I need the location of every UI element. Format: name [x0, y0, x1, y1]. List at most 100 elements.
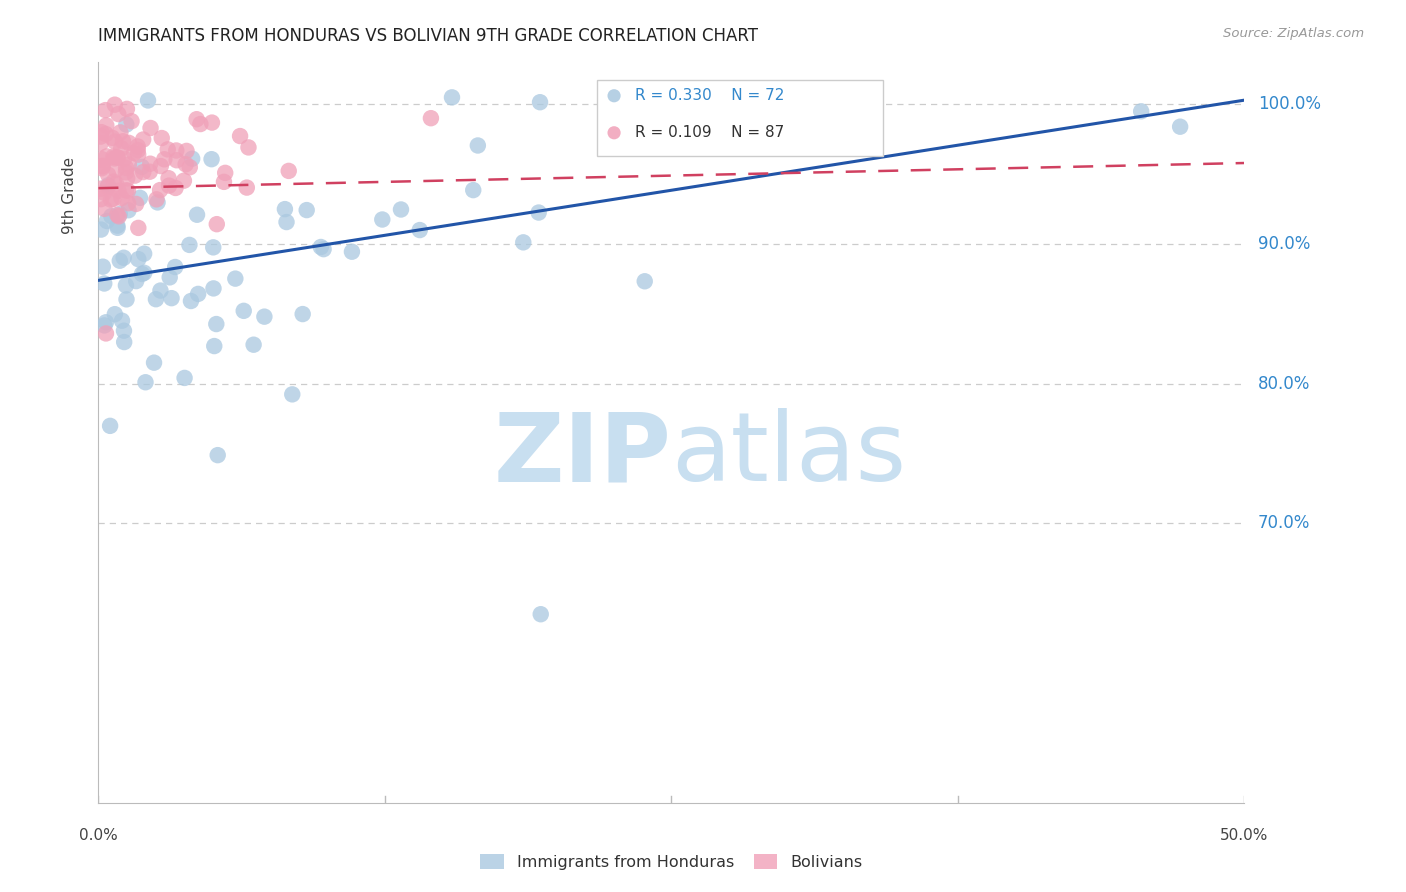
- Point: [238, 140, 260, 154]
- Point: [603, 88, 626, 103]
- Legend: Immigrants from Honduras, Bolivians: Immigrants from Honduras, Bolivians: [474, 848, 869, 876]
- Point: [110, 125, 132, 139]
- Point: [409, 223, 432, 237]
- Point: [276, 215, 298, 229]
- Point: [202, 240, 225, 254]
- Point: [371, 212, 394, 227]
- Point: [253, 310, 276, 324]
- Point: [105, 177, 128, 191]
- Point: [117, 203, 139, 218]
- Point: [104, 307, 127, 321]
- Text: 80.0%: 80.0%: [1258, 375, 1310, 392]
- Point: [159, 270, 181, 285]
- Point: [179, 238, 201, 252]
- Point: [96, 214, 118, 228]
- Text: 50.0%: 50.0%: [1220, 828, 1268, 843]
- Point: [1168, 120, 1191, 134]
- FancyBboxPatch shape: [598, 80, 883, 156]
- Point: [340, 244, 363, 259]
- Point: [127, 252, 149, 267]
- Point: [103, 175, 125, 189]
- Point: [149, 284, 172, 298]
- Point: [94, 315, 117, 329]
- Point: [181, 152, 204, 166]
- Point: [97, 168, 120, 182]
- Point: [389, 202, 412, 217]
- Point: [186, 208, 208, 222]
- Point: [186, 112, 208, 127]
- Point: [103, 150, 125, 164]
- Point: [467, 138, 489, 153]
- Point: [125, 274, 148, 288]
- Point: [160, 291, 183, 305]
- Point: [529, 95, 551, 110]
- Point: [115, 171, 138, 186]
- Point: [603, 126, 626, 140]
- Point: [139, 157, 162, 171]
- Point: [274, 202, 297, 216]
- Point: [90, 152, 112, 166]
- Point: [138, 165, 160, 179]
- Point: [105, 208, 128, 222]
- Point: [1130, 104, 1153, 119]
- Point: [103, 152, 125, 166]
- Point: [232, 303, 254, 318]
- Point: [127, 143, 149, 157]
- Point: [149, 183, 172, 197]
- Point: [94, 326, 117, 341]
- Point: [90, 136, 112, 150]
- Point: [108, 207, 131, 221]
- Point: [93, 277, 115, 291]
- Point: [115, 161, 138, 175]
- Point: [281, 387, 304, 401]
- Point: [90, 160, 112, 174]
- Point: [108, 253, 131, 268]
- Point: [205, 217, 228, 231]
- Point: [174, 157, 197, 171]
- Point: [115, 293, 138, 307]
- Point: [111, 314, 134, 328]
- Point: [157, 171, 180, 186]
- Point: [115, 183, 138, 197]
- Point: [111, 134, 134, 148]
- Text: atlas: atlas: [672, 409, 907, 501]
- Point: [229, 129, 252, 144]
- Point: [107, 107, 129, 121]
- Point: [201, 115, 224, 129]
- Point: [309, 240, 332, 254]
- Point: [100, 209, 122, 223]
- Point: [104, 135, 127, 149]
- Text: 100.0%: 100.0%: [1258, 95, 1322, 113]
- Point: [134, 266, 156, 280]
- Point: [129, 191, 152, 205]
- Text: 9th Grade: 9th Grade: [62, 157, 77, 235]
- Point: [440, 90, 463, 104]
- Point: [156, 142, 179, 156]
- Point: [165, 144, 187, 158]
- Point: [127, 139, 149, 153]
- Point: [97, 178, 120, 193]
- Point: [134, 246, 156, 260]
- Point: [207, 448, 229, 462]
- Point: [150, 131, 173, 145]
- Point: [93, 202, 115, 216]
- Point: [101, 131, 124, 145]
- Point: [145, 292, 167, 306]
- Point: [115, 118, 138, 132]
- Point: [295, 203, 318, 218]
- Point: [112, 334, 135, 349]
- Point: [202, 281, 225, 295]
- Point: [110, 191, 132, 205]
- Point: [277, 164, 299, 178]
- Point: [291, 307, 314, 321]
- Point: [173, 371, 195, 385]
- Point: [134, 376, 156, 390]
- Point: [127, 221, 149, 235]
- Point: [153, 153, 176, 167]
- Point: [136, 94, 159, 108]
- Point: [127, 147, 149, 161]
- Point: [143, 356, 166, 370]
- Point: [527, 205, 550, 219]
- Point: [205, 317, 228, 331]
- Point: [132, 132, 155, 146]
